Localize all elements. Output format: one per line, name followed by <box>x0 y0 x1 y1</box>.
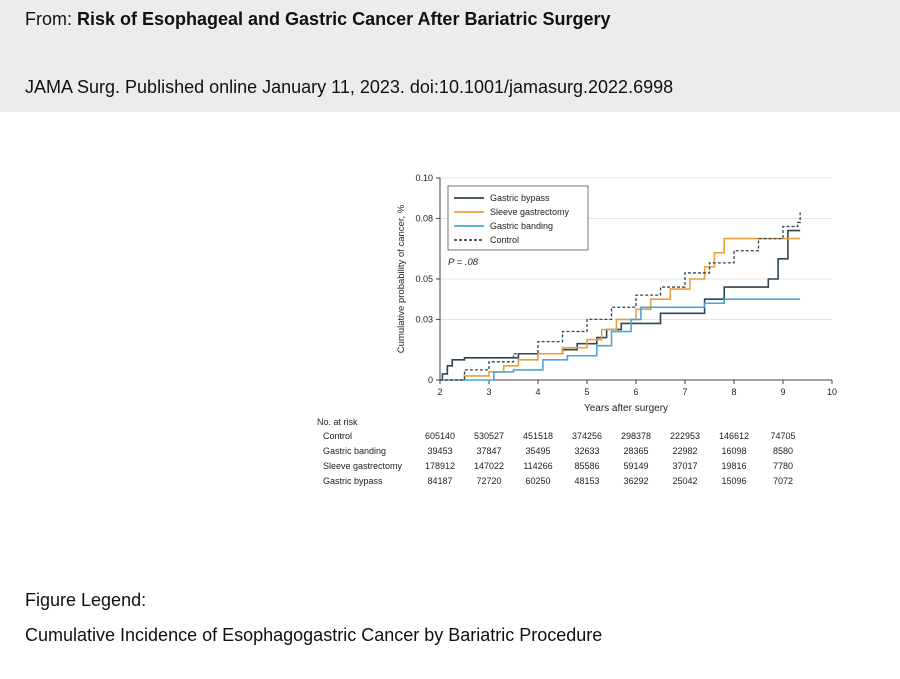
risk-table-cell: 451518 <box>523 431 553 441</box>
p-value-annotation: P = .08 <box>448 257 479 268</box>
y-tick-label: 0.05 <box>415 274 433 284</box>
risk-table-cell: 7780 <box>773 461 793 471</box>
risk-table-cell: 530527 <box>474 431 504 441</box>
x-tick-label: 3 <box>486 387 491 397</box>
risk-table-cell: 36292 <box>623 476 648 486</box>
x-axis-label: Years after surgery <box>584 403 668 414</box>
risk-table-cell: 114266 <box>523 461 552 471</box>
risk-table-cell: 7072 <box>773 476 793 486</box>
x-tick-label: 5 <box>584 387 589 397</box>
from-prefix: From: <box>25 9 77 29</box>
risk-table-cell: 72720 <box>476 476 501 486</box>
risk-table-cell: 25042 <box>672 476 697 486</box>
risk-table-cell: 178912 <box>425 461 455 471</box>
series-line-control <box>440 212 801 381</box>
y-tick-label: 0.10 <box>415 173 433 183</box>
risk-table-cell: 37017 <box>672 461 697 471</box>
risk-table-cell: 35495 <box>525 446 550 456</box>
article-header: From: Risk of Esophageal and Gastric Can… <box>0 0 900 112</box>
risk-table-cell: 32633 <box>574 446 599 456</box>
risk-table-cell: 74705 <box>770 431 795 441</box>
article-title[interactable]: Risk of Esophageal and Gastric Cancer Af… <box>77 9 611 29</box>
y-tick-label: 0.03 <box>415 314 433 324</box>
citation: JAMA Surg. Published online January 11, … <box>25 77 674 97</box>
series-line-gastric-banding <box>440 298 801 381</box>
article-title-line: From: Risk of Esophageal and Gastric Can… <box>25 8 611 30</box>
series-line-sleeve-gastrectomy <box>440 237 801 381</box>
risk-table-cell: 8580 <box>773 446 793 456</box>
x-tick-label: 6 <box>633 387 638 397</box>
risk-table-cell: 374256 <box>572 431 602 441</box>
risk-table-cell: 39453 <box>427 446 452 456</box>
risk-table-row-label: Gastric bypass <box>323 476 383 486</box>
figure: 0 0.03 0.05 0.08 0.10 2 3 4 5 6 7 8 9 10 Years after s… <box>300 160 860 500</box>
y-tick-label: 0 <box>428 375 433 385</box>
risk-table-cell: 222953 <box>670 431 700 441</box>
x-tick-label: 9 <box>780 387 785 397</box>
legend-label: Control <box>490 235 519 245</box>
risk-table-row-label: Sleeve gastrectomy <box>323 461 403 471</box>
risk-table-cell: 84187 <box>427 476 452 486</box>
risk-table-title: No. at risk <box>317 417 358 427</box>
x-tick-label: 2 <box>437 387 442 397</box>
cumulative-incidence-chart: 0 0.03 0.05 0.08 0.10 2 3 4 5 6 7 8 9 10 Years after s… <box>317 173 837 486</box>
risk-table-cell: 85586 <box>574 461 599 471</box>
risk-table-cell: 60250 <box>525 476 550 486</box>
risk-table-cell: 22982 <box>672 446 697 456</box>
x-tick-label: 7 <box>682 387 687 397</box>
x-tick-label: 4 <box>535 387 540 397</box>
risk-table-cell: 37847 <box>476 446 501 456</box>
risk-table-cell: 59149 <box>623 461 648 471</box>
risk-table-cell: 28365 <box>623 446 648 456</box>
series-line-gastric-bypass <box>440 229 801 381</box>
legend-label: Sleeve gastrectomy <box>490 207 570 217</box>
risk-table-cell: 48153 <box>574 476 599 486</box>
risk-table-cell: 16098 <box>721 446 746 456</box>
risk-table-row-label: Gastric banding <box>323 446 386 456</box>
legend-label: Gastric bypass <box>490 193 550 203</box>
risk-table-cell: 298378 <box>621 431 651 441</box>
figure-legend-caption: Cumulative Incidence of Esophagogastric … <box>25 625 603 645</box>
risk-table-cell: 19816 <box>721 461 746 471</box>
risk-table-cell: 147022 <box>474 461 504 471</box>
figure-legend-heading: Figure Legend: <box>25 590 147 610</box>
legend-label: Gastric banding <box>490 221 553 231</box>
risk-table-cell: 605140 <box>425 431 455 441</box>
y-axis-label: Cumulative probability of cancer, % <box>396 204 407 353</box>
risk-table-cell: 146612 <box>719 431 749 441</box>
risk-table-row-label: Control <box>323 431 352 441</box>
y-tick-label: 0.08 <box>415 213 433 223</box>
x-tick-label: 10 <box>827 387 837 397</box>
risk-table-cell: 15096 <box>721 476 746 486</box>
x-tick-label: 8 <box>731 387 736 397</box>
